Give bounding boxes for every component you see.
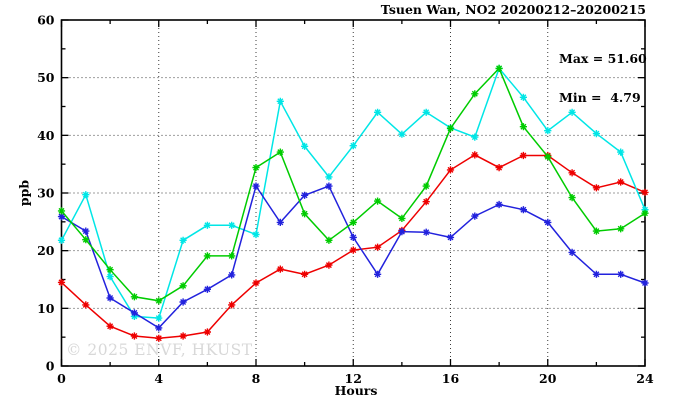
x-tick-label: 0 [57,371,66,386]
y-tick-label: 20 [37,243,55,258]
x-tick-label: 4 [154,371,163,386]
x-tick-label: 8 [252,371,261,386]
y-tick-label: 40 [37,128,55,143]
y-tick-label: 0 [46,359,55,374]
y-axis-label: ppb [16,179,32,207]
y-tick-label: 60 [37,13,55,28]
series-markers-red [57,151,649,342]
y-tick-label: 50 [37,70,55,85]
x-axis-label: Hours [334,383,378,398]
series-markers-blue [57,182,649,332]
series-markers-green [57,64,649,305]
x-tick-label: 20 [539,371,557,386]
max-min-annotation: Max = 51.60 Min = 4.79 [559,26,647,130]
y-tick-label: 10 [37,301,55,316]
x-tick-label: 24 [636,371,654,386]
chart-title: Tsuen Wan, NO2 20200212–20200215 [380,2,646,17]
y-tick-label: 30 [37,186,55,201]
x-tick-label: 12 [345,371,362,386]
x-tick-label: 16 [442,371,460,386]
min-value-label: Min = 4.79 [559,90,641,105]
max-value-label: Max = 51.60 [559,51,647,66]
watermark: © 2025 ENVF, HKUST [66,341,253,359]
